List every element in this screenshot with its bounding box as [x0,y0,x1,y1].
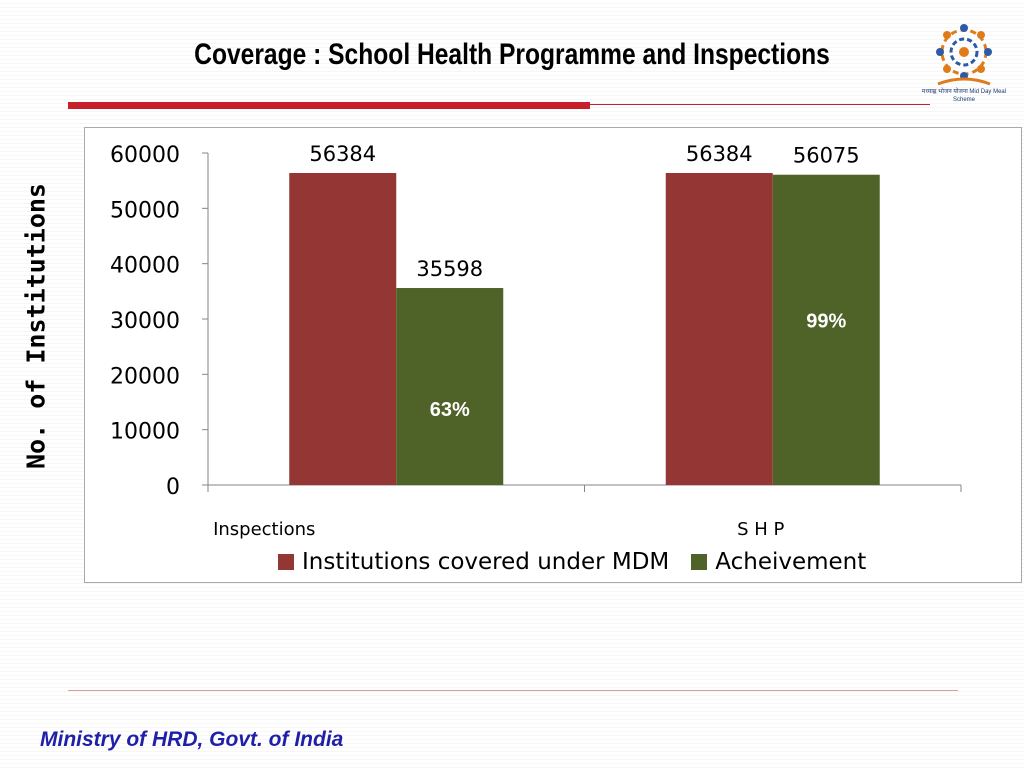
y-tick-label: 10000 [110,420,180,445]
data-label: 56384 [686,142,753,166]
legend-item-achievement: Acheivement [691,549,866,575]
percent-label: 99% [806,310,846,332]
footer-text: Ministry of HRD, Govt. of India [40,728,344,751]
y-tick-label: 60000 [110,143,180,168]
legend-item-mdm: Institutions covered under MDM [278,549,669,575]
y-tick-label: 20000 [110,364,180,389]
y-tick-label: 0 [166,475,180,500]
title-rule [68,102,590,109]
bar-chart: 0 10000 20000 30000 40000 50000 60000 Inspectio… [110,142,962,540]
data-label: 56384 [309,142,376,166]
legend-swatch-mdm [278,554,294,570]
mid-day-meal-logo [936,24,992,86]
data-label: 56075 [793,144,860,168]
percent-label: 63% [430,399,470,421]
legend-label-mdm: Institutions covered under MDM [302,549,670,575]
y-axis-title: No. of Institutions [21,183,51,469]
y-tick-label: 30000 [110,309,180,334]
bar-achievement [772,174,880,486]
footer-rule [68,690,958,691]
logo-caption: मध्याह्न भोजन योजना Mid Day Meal Scheme [921,89,1007,103]
y-tick-label: 40000 [110,254,180,279]
bar-mdm [665,173,773,485]
title-rule-thin [590,104,930,105]
legend-swatch-achievement [691,554,708,570]
x-tick-label: Inspections [213,519,315,540]
legend-label-achievement: Acheivement [715,549,867,575]
slide-title: Coverage : School Health Programme and I… [194,38,830,71]
x-tick-label: S H P [737,519,784,540]
bar-achievement [396,288,504,485]
chart-legend: Institutions covered under MDM Acheiveme… [278,545,888,579]
y-tick-label: 50000 [110,198,180,223]
data-label: 35598 [416,257,483,281]
bar-mdm [289,173,397,485]
